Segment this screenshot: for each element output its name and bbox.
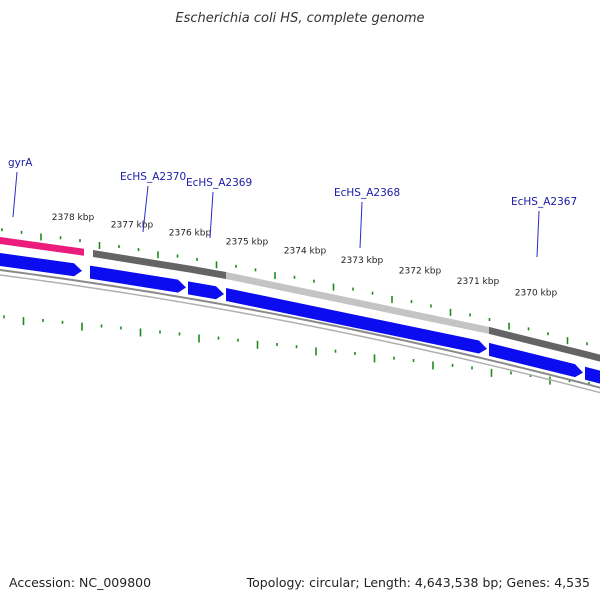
gene-leader-line [536, 210, 540, 258]
gene-feature-next[interactable] [585, 350, 600, 363]
gene-label[interactable]: EcHS_A2368 [334, 187, 400, 199]
scale-label: 2377 kbp [111, 221, 154, 231]
genome-summary-text: Topology: circular; Length: 4,643,538 bp… [246, 575, 590, 590]
scale-label: 2378 kbp [52, 213, 95, 223]
gene-feature-EcHS_A2369[interactable] [190, 265, 226, 279]
gene-arrow-EcHS_A2369[interactable] [188, 281, 224, 300]
scale-label: 2373 kbp [341, 256, 384, 266]
gene-arrow-EcHS_A2368[interactable] [226, 287, 487, 354]
inner-tick-track [1, 228, 588, 346]
gene-leader-line [142, 185, 149, 233]
genome-backbone [0, 268, 600, 394]
gene-arrow-gyrA[interactable] [0, 253, 82, 277]
scale-label: 2374 kbp [284, 247, 327, 257]
gene-feature-gyrA[interactable] [0, 237, 84, 256]
gene-label[interactable]: EcHS_A2370 [120, 171, 186, 183]
gene-label[interactable]: EcHS_A2369 [186, 177, 252, 189]
scale-label-track: 2378 kbp 2377 kbp 2376 kbp 2375 kbp 2374 kbp… [52, 213, 558, 299]
scale-label: 2372 kbp [399, 266, 442, 276]
gene-arrow-next[interactable] [585, 366, 600, 385]
gene-arrow-EcHS_A2370[interactable] [90, 265, 186, 293]
gene-arrow-EcHS_A2367[interactable] [489, 342, 583, 378]
gene-arrow-track [0, 253, 600, 385]
gene-label[interactable]: EcHS_A2367 [511, 196, 577, 208]
gene-feature-EcHS_A2368[interactable] [226, 271, 489, 334]
gene-leader-line [209, 191, 214, 239]
scale-label: 2376 kbp [169, 229, 212, 239]
gene-label[interactable]: gyrA [8, 157, 33, 169]
gene-feature-EcHS_A2370[interactable] [93, 250, 190, 273]
gene-leader-line [359, 201, 363, 249]
scale-label: 2371 kbp [457, 277, 500, 287]
accession-text: Accession: NC_009800 [9, 575, 151, 590]
scale-label: 2375 kbp [226, 237, 269, 247]
gene-leader-line [12, 171, 18, 218]
gene-label-track: gyrA EcHS_A2370 EcHS_A2369 EcHS_A2368 EcHS_A… [8, 157, 577, 258]
genome-title: Escherichia coli HS, complete genome [175, 11, 424, 26]
gene-feature-EcHS_A2367[interactable] [489, 326, 585, 358]
backbone-outer-line [0, 268, 600, 389]
scale-label: 2370 kbp [515, 289, 558, 299]
feature-track [0, 237, 600, 363]
backbone-inner-line [0, 274, 600, 394]
